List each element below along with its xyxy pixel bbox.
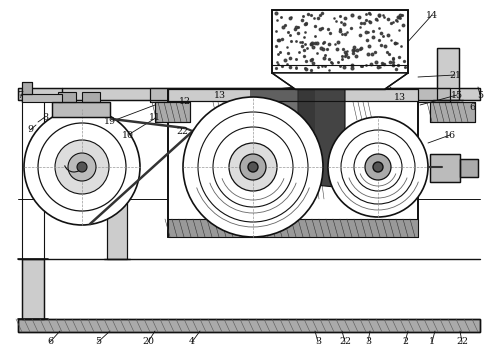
Bar bbox=[430, 102, 475, 122]
Circle shape bbox=[248, 162, 258, 172]
Text: 5: 5 bbox=[477, 91, 483, 99]
Bar bbox=[215, 102, 237, 120]
Bar bbox=[355, 102, 377, 120]
Bar bbox=[18, 319, 480, 332]
Bar bbox=[150, 88, 450, 102]
Bar bbox=[168, 89, 418, 101]
Bar bbox=[150, 88, 450, 102]
Text: 1: 1 bbox=[429, 337, 435, 346]
Circle shape bbox=[183, 97, 323, 237]
Bar bbox=[300, 102, 322, 120]
Bar bbox=[52, 102, 110, 117]
Text: 6: 6 bbox=[469, 103, 475, 112]
Text: 5: 5 bbox=[95, 337, 101, 346]
Circle shape bbox=[373, 162, 383, 172]
Bar bbox=[430, 154, 460, 182]
Bar bbox=[355, 102, 377, 120]
Bar bbox=[22, 82, 32, 94]
Polygon shape bbox=[272, 73, 408, 89]
Text: 9: 9 bbox=[27, 126, 33, 134]
Bar bbox=[155, 102, 190, 122]
Text: 22: 22 bbox=[456, 337, 468, 346]
Text: 11: 11 bbox=[149, 113, 161, 122]
Circle shape bbox=[229, 143, 277, 191]
Bar bbox=[312, 169, 328, 199]
Text: 14: 14 bbox=[426, 10, 438, 20]
Text: 16: 16 bbox=[444, 131, 456, 140]
Text: 4: 4 bbox=[189, 337, 195, 346]
Circle shape bbox=[328, 117, 428, 217]
Bar bbox=[107, 199, 127, 259]
Circle shape bbox=[24, 109, 140, 225]
Bar bbox=[460, 159, 478, 177]
Text: 19: 19 bbox=[104, 118, 116, 126]
Text: 7: 7 bbox=[17, 91, 23, 99]
Text: 13: 13 bbox=[214, 91, 226, 99]
Polygon shape bbox=[272, 10, 408, 73]
Circle shape bbox=[68, 153, 96, 181]
Bar bbox=[430, 102, 475, 122]
Bar bbox=[437, 48, 459, 100]
Bar bbox=[168, 219, 418, 237]
Circle shape bbox=[55, 140, 109, 194]
Bar bbox=[18, 88, 480, 100]
Bar bbox=[52, 102, 110, 117]
Bar bbox=[18, 88, 480, 100]
Bar bbox=[300, 102, 322, 120]
Bar bbox=[22, 259, 44, 319]
Text: 3: 3 bbox=[365, 337, 371, 346]
Text: 2: 2 bbox=[402, 337, 408, 346]
Text: 22: 22 bbox=[176, 127, 188, 136]
Bar bbox=[168, 89, 418, 237]
Bar bbox=[430, 154, 460, 182]
Bar bbox=[312, 169, 328, 199]
Text: 6: 6 bbox=[47, 337, 53, 346]
Text: 8: 8 bbox=[42, 112, 48, 121]
Circle shape bbox=[77, 162, 87, 172]
Bar bbox=[82, 92, 100, 102]
Text: 15: 15 bbox=[451, 91, 463, 99]
Bar bbox=[155, 102, 190, 122]
Bar bbox=[18, 319, 480, 332]
Bar bbox=[168, 89, 418, 237]
Bar bbox=[22, 259, 44, 319]
Text: 20: 20 bbox=[142, 337, 154, 346]
Text: 3: 3 bbox=[315, 337, 321, 346]
Text: 13: 13 bbox=[394, 93, 406, 103]
Text: 22: 22 bbox=[339, 337, 351, 346]
Bar bbox=[215, 102, 237, 120]
Text: 12: 12 bbox=[179, 98, 191, 106]
Circle shape bbox=[365, 154, 391, 180]
Polygon shape bbox=[250, 89, 315, 165]
Circle shape bbox=[240, 154, 266, 180]
Bar bbox=[218, 169, 234, 199]
Bar bbox=[22, 94, 62, 102]
Text: 21: 21 bbox=[449, 70, 461, 79]
Bar bbox=[460, 159, 478, 177]
Text: 10: 10 bbox=[122, 131, 134, 140]
Bar bbox=[168, 89, 418, 101]
Bar bbox=[58, 92, 76, 102]
Bar bbox=[218, 169, 234, 199]
Bar bbox=[437, 48, 459, 100]
Bar bbox=[107, 199, 127, 259]
Polygon shape bbox=[298, 89, 345, 188]
Bar bbox=[22, 82, 32, 94]
